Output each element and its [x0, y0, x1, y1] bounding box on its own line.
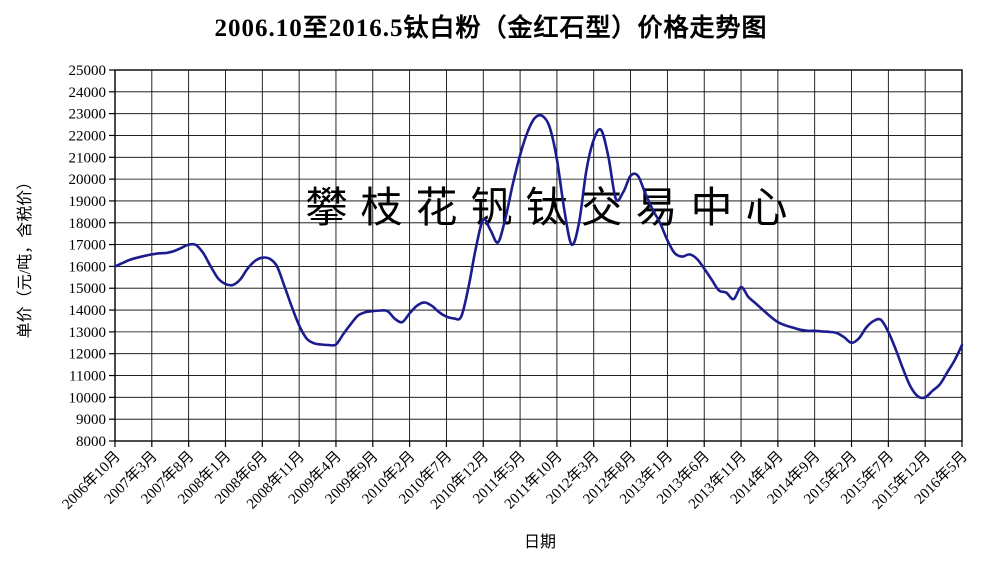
plot-border [114, 69, 963, 442]
y-tick-label: 17000 [69, 238, 107, 254]
y-axis-title: 单价（元/吨，含税价） [16, 174, 34, 338]
y-tick-label: 14000 [69, 303, 107, 319]
watermark: 攀枝花钒钛交易中心 [305, 185, 800, 232]
y-tick-label: 12000 [69, 347, 107, 363]
chart-title: 2006.10至2016.5钛白粉（金红石型）价格走势图 [214, 15, 768, 42]
y-tick-label: 23000 [69, 107, 107, 123]
y-tick-label: 10000 [69, 390, 107, 406]
y-tick-label: 13000 [69, 325, 107, 341]
y-tick-label: 24000 [69, 85, 107, 101]
plot-grid [114, 69, 963, 442]
y-tick-label: 8000 [76, 434, 106, 450]
y-axis-labels: 8000 9000 10000 11000 12000 13000 14000 15000 16… [69, 63, 107, 450]
x-axis-labels: 2006年10月2007年3月2007年8月2008年1月2008年6月2008… [59, 448, 971, 513]
y-tick-label: 18000 [69, 216, 107, 232]
price-line [113, 113, 964, 400]
y-tick-label: 9000 [76, 412, 106, 428]
y-tick-label: 25000 [69, 63, 107, 79]
y-tick-label: 16000 [69, 259, 107, 275]
y-tick-label: 19000 [69, 194, 107, 210]
x-axis-title: 日期 [524, 533, 556, 551]
y-tick-label: 15000 [69, 281, 107, 297]
axis-tick-marks [109, 69, 963, 447]
y-tick-label: 21000 [69, 150, 107, 166]
y-tick-label: 22000 [69, 128, 107, 144]
y-tick-label: 20000 [69, 172, 107, 188]
y-tick-label: 11000 [69, 369, 106, 385]
